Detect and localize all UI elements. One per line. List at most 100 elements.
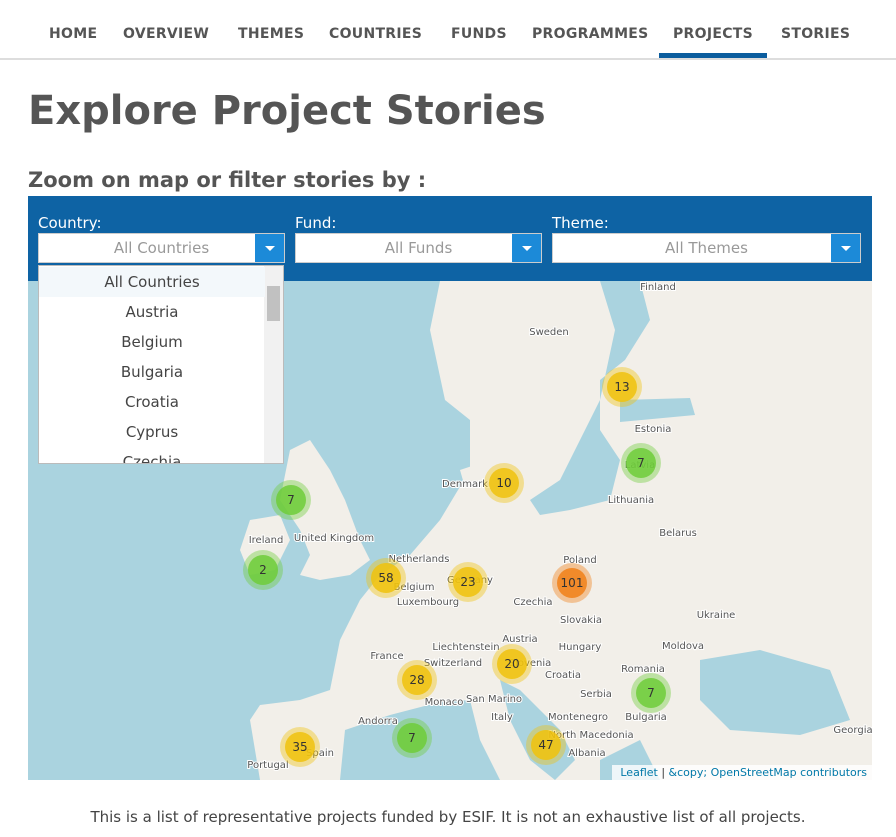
- cluster-count: 7: [287, 493, 295, 507]
- map-label: Ireland: [249, 535, 284, 546]
- cluster-marker[interactable]: 7: [621, 443, 661, 483]
- cluster-count: 101: [561, 576, 584, 590]
- map-label: Belarus: [659, 528, 697, 539]
- dropdown-button[interactable]: [512, 234, 541, 262]
- filter-label: Country:: [38, 214, 102, 232]
- cluster-core: [531, 730, 561, 760]
- cluster-core: [497, 649, 527, 679]
- cluster-count: 23: [460, 575, 475, 589]
- dropdown-button[interactable]: [255, 234, 284, 262]
- cluster-marker[interactable]: 10: [484, 463, 524, 503]
- nav-link[interactable]: FUNDS: [451, 26, 507, 42]
- country-dropdown: All Countries Austria Belgium Bulgaria Croat…: [38, 265, 284, 464]
- map-label: United Kingdom: [294, 533, 374, 544]
- filter-select[interactable]: All Funds: [295, 233, 542, 263]
- nav-bar: HOME OVERVIEW THEMES COUNTRIES FUNDS PROGRAMM…: [0, 0, 896, 60]
- dropdown-option[interactable]: Cyprus: [125, 423, 179, 441]
- map-label: Belgium: [394, 582, 435, 593]
- map-label: Croatia: [545, 670, 581, 681]
- filter-select[interactable]: All Countries: [38, 233, 285, 263]
- cluster-core: [248, 555, 278, 585]
- dropdown-button[interactable]: [831, 234, 860, 262]
- map-label: Lithuania: [608, 495, 654, 506]
- map-label: Austria: [502, 634, 537, 645]
- cluster-count: 10: [496, 476, 511, 490]
- cluster-marker[interactable]: 58: [366, 558, 406, 598]
- cluster-count: 13: [614, 380, 629, 394]
- filter-placeholder: All Funds: [384, 239, 453, 257]
- nav-link[interactable]: PROJECTS: [659, 0, 768, 58]
- nav-link[interactable]: COUNTRIES: [329, 26, 423, 42]
- page-title: Explore Project Stories: [28, 88, 546, 134]
- cluster-count: 28: [409, 673, 424, 687]
- filter-label: Theme:: [552, 214, 609, 232]
- scrollbar[interactable]: [264, 266, 283, 463]
- dropdown-option[interactable]: Croatia: [125, 393, 179, 411]
- map-label: North Macedonia: [548, 730, 633, 741]
- nav-link[interactable]: HOME: [49, 26, 98, 42]
- cluster-count: 47: [538, 738, 553, 752]
- cluster-core: [489, 468, 519, 498]
- filter-placeholder: All Countries: [113, 239, 210, 257]
- cluster-core: [285, 732, 315, 762]
- map-label: San Marino: [466, 694, 522, 705]
- cluster-core: [453, 567, 483, 597]
- cluster-marker[interactable]: 7: [392, 718, 432, 758]
- filter-placeholder: All Themes: [665, 239, 748, 257]
- cluster-marker[interactable]: 20: [492, 644, 532, 684]
- cluster-core: [276, 485, 306, 515]
- nav-link[interactable]: THEMES: [238, 26, 305, 42]
- map-label: Serbia: [580, 689, 612, 700]
- cluster-count: 7: [637, 456, 645, 470]
- dropdown-option[interactable]: Bulgaria: [120, 363, 184, 381]
- map-label: Hungary: [559, 642, 602, 653]
- cluster-marker[interactable]: 35: [280, 727, 320, 767]
- cluster-core: [402, 665, 432, 695]
- cluster-marker[interactable]: 7: [271, 480, 311, 520]
- map-label: Monaco: [425, 697, 464, 708]
- leaflet-link[interactable]: Leaflet: [620, 766, 658, 779]
- cluster-count: 58: [378, 571, 393, 585]
- filter-label: Fund:: [295, 214, 337, 232]
- map-label: Poland: [563, 555, 596, 566]
- dropdown-option[interactable]: All Countries: [39, 267, 265, 297]
- page-subtitle: Zoom on map or filter stories by :: [28, 168, 427, 192]
- dropdown-option[interactable]: Belgium: [121, 333, 183, 351]
- map-label: Romania: [621, 664, 665, 675]
- map-label: Slovakia: [560, 615, 602, 626]
- nav-link[interactable]: OVERVIEW: [123, 26, 210, 42]
- map-attribution: Leaflet | &copy; OpenStreetMap contribut…: [612, 765, 872, 780]
- map-label: Montenegro: [548, 712, 608, 723]
- map-label: Czechia: [513, 597, 552, 608]
- map-label: Finland: [640, 282, 676, 293]
- cluster-core: [607, 372, 637, 402]
- map-label: Ukraine: [697, 610, 736, 621]
- cluster-marker[interactable]: 23: [448, 562, 488, 602]
- map-label: Netherlands: [389, 554, 450, 565]
- map-label: Albania: [568, 748, 605, 759]
- map-label: Moldova: [662, 641, 704, 652]
- nav-link[interactable]: PROGRAMMES: [532, 26, 649, 42]
- dropdown-option[interactable]: Czechia: [122, 453, 182, 464]
- cluster-count: 2: [259, 563, 267, 577]
- cluster-marker[interactable]: 13: [602, 367, 642, 407]
- map-label: Switzerland: [424, 658, 482, 669]
- cluster-marker[interactable]: 47: [526, 725, 566, 765]
- cluster-count: 20: [504, 657, 519, 671]
- map-label: Georgia: [833, 725, 872, 736]
- cluster-marker[interactable]: 28: [397, 660, 437, 700]
- cluster-marker[interactable]: 2: [243, 550, 283, 590]
- map-label: Denmark: [442, 479, 488, 490]
- cluster-core: [397, 723, 427, 753]
- map-label: Liechtenstein: [432, 642, 499, 653]
- filter-select[interactable]: All Themes: [552, 233, 861, 263]
- cluster-marker[interactable]: 101: [552, 563, 592, 603]
- map-label: France: [370, 651, 403, 662]
- osm-link[interactable]: &copy; OpenStreetMap contributors: [668, 766, 867, 779]
- cluster-marker[interactable]: 7: [631, 673, 671, 713]
- cluster-count: 7: [647, 686, 655, 700]
- nav-link[interactable]: STORIES: [781, 26, 851, 42]
- dropdown-option[interactable]: Austria: [125, 303, 179, 321]
- cluster-core: [371, 563, 401, 593]
